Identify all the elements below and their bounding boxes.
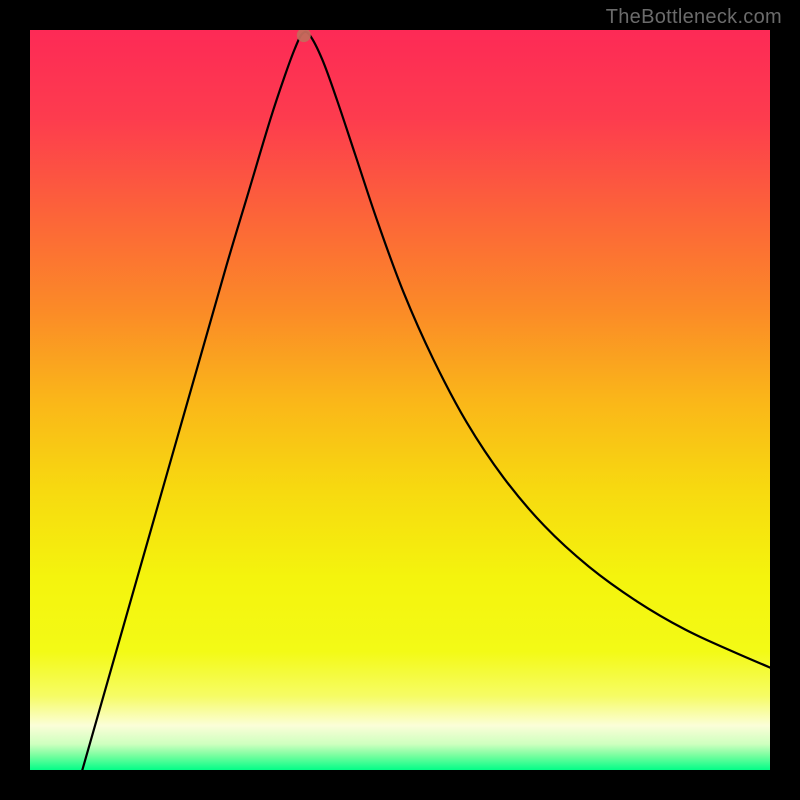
- bottleneck-curve: [78, 32, 770, 770]
- plot-area: [30, 30, 770, 770]
- watermark-text: TheBottleneck.com: [606, 6, 782, 29]
- curve-layer: [30, 30, 770, 770]
